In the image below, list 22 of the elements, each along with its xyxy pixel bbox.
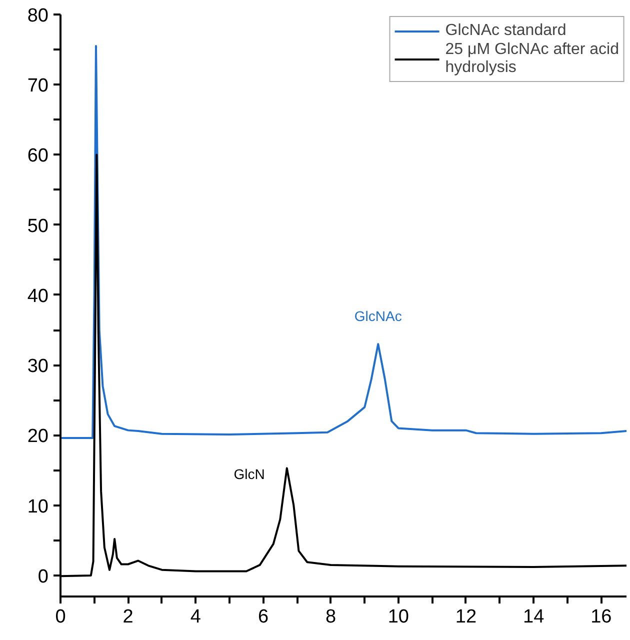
y-tick-label: 20: [27, 426, 49, 448]
y-tick-label: 10: [27, 496, 49, 518]
x-tick-label: 12: [455, 606, 477, 628]
x-tick-label: 6: [258, 606, 269, 628]
x-tick-label: 2: [122, 606, 134, 628]
x-tick-label: 0: [55, 606, 66, 628]
x-tick-label: 10: [388, 606, 409, 628]
x-tick-label: 4: [190, 606, 202, 628]
annotation: GlcN: [234, 466, 265, 482]
legend-label: 25 μM GlcNAc after acid hydrolysis: [445, 41, 619, 77]
legend-label: GlcNAc standard: [445, 22, 566, 40]
annotation: GlcNAc: [354, 308, 402, 324]
y-tick-label: 60: [27, 146, 49, 167]
x-tick-label: 14: [523, 606, 545, 628]
x-tick-label: 8: [326, 606, 336, 628]
y-tick-label: 30: [27, 356, 49, 378]
y-tick-label: 70: [27, 76, 49, 97]
x-tick-label: 16: [590, 606, 612, 628]
y-tick-label: 50: [27, 216, 49, 237]
y-tick-label: 80: [27, 6, 49, 26]
y-tick-label: 40: [27, 286, 49, 307]
y-tick-label: 0: [38, 566, 49, 588]
